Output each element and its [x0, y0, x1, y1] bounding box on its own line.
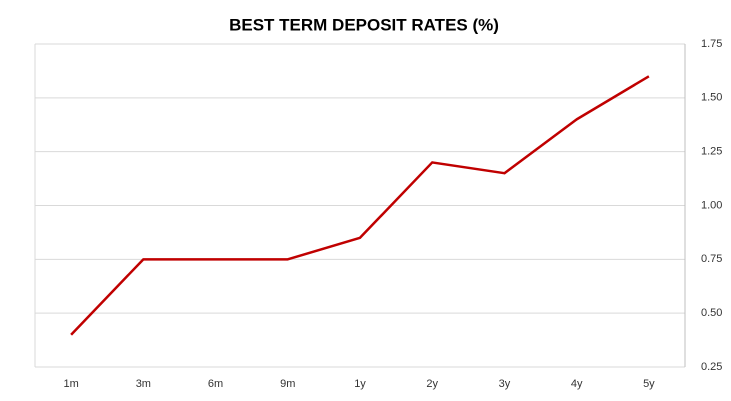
y-tick-label: 1.50 — [701, 92, 722, 104]
x-tick-label: 1y — [354, 378, 366, 390]
data-line — [70, 75, 650, 336]
x-tick-label: 4y — [571, 378, 583, 390]
y-tick-label: 1.00 — [701, 199, 722, 211]
y-tick-label: 0.25 — [701, 361, 722, 373]
x-tick-label: 3y — [499, 378, 511, 390]
x-tick-label: 6m — [208, 378, 223, 390]
y-tick-label: 1.25 — [701, 146, 722, 158]
x-tick-label: 9m — [280, 378, 295, 390]
y-tick-label: 1.75 — [701, 38, 722, 50]
y-tick-label: 0.50 — [701, 307, 722, 319]
y-tick-label: 0.75 — [701, 253, 722, 265]
x-tick-label: 1m — [63, 378, 78, 390]
chart-title: BEST TERM DEPOSIT RATES (%) — [229, 15, 499, 34]
x-tick-label: 2y — [426, 378, 438, 390]
x-tick-label: 3m — [136, 378, 151, 390]
x-tick-label: 5y — [643, 378, 655, 390]
